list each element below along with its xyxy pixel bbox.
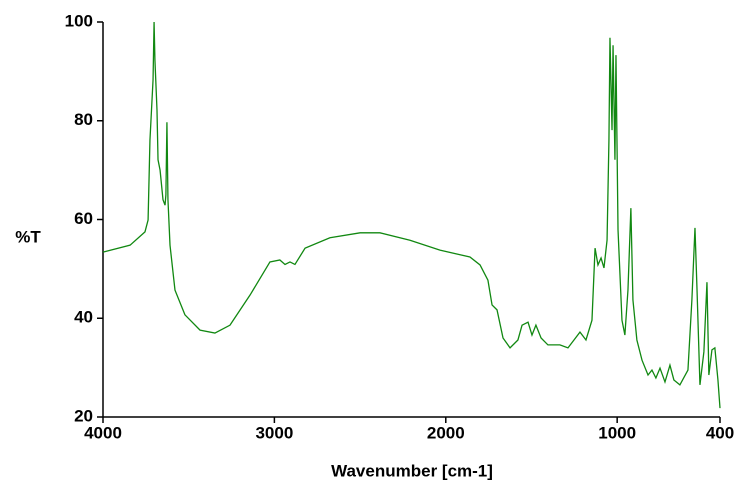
spectrum-line <box>102 21 721 409</box>
y-tick-label: 20 <box>74 406 93 425</box>
y-tick-label: 80 <box>74 110 93 129</box>
y-tick-label: 60 <box>74 209 93 228</box>
x-tick-label: 3000 <box>255 423 293 442</box>
x-tick-label: 400 <box>706 423 734 442</box>
x-tick-label: 4000 <box>84 423 122 442</box>
y-axis-label: %T <box>15 227 41 246</box>
x-axis-label: Wavenumber [cm-1] <box>331 461 493 480</box>
x-tick-label: 2000 <box>427 423 465 442</box>
y-tick-label: 100 <box>65 11 93 30</box>
x-tick-label: 1000 <box>598 423 636 442</box>
y-tick-label: 40 <box>74 308 93 327</box>
